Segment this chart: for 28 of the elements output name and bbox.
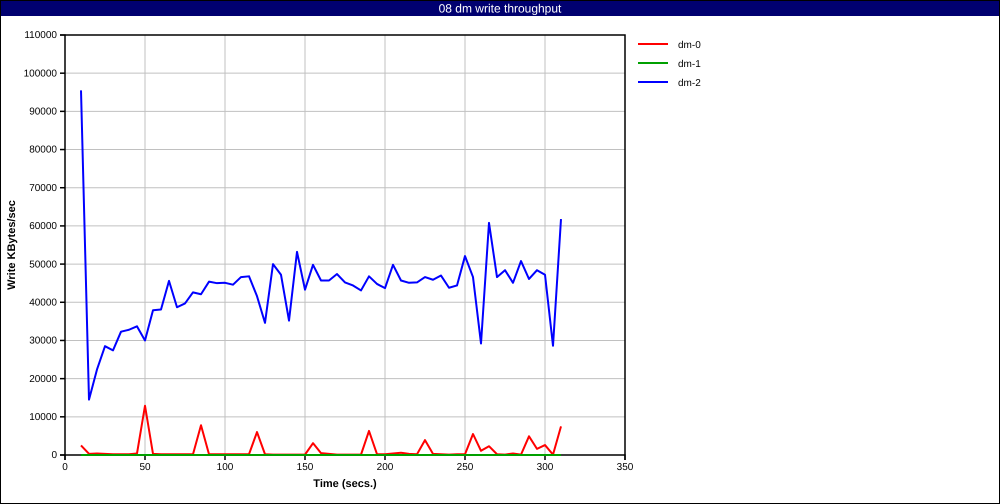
x-tick-label: 350 (616, 462, 634, 474)
y-tick-label: 80000 (29, 144, 58, 156)
x-tick-label: 200 (376, 462, 394, 474)
legend-label: dm-2 (678, 78, 702, 89)
x-tick-label: 250 (456, 462, 474, 474)
x-tick-label: 150 (296, 462, 314, 474)
y-tick-label: 30000 (29, 336, 58, 347)
x-tick-label: 100 (216, 462, 234, 474)
x-tick-label: 50 (139, 462, 151, 474)
y-tick-label: 60000 (29, 221, 58, 232)
y-tick-label: 90000 (29, 106, 58, 118)
line-series (80, 404, 562, 456)
x-tick-label: 0 (62, 462, 68, 474)
legend-label: dm-0 (678, 40, 702, 51)
chart-title: 08 dm write throughput (438, 2, 562, 16)
line-series (80, 89, 562, 401)
y-axis-title: Write KBytes/sec (6, 200, 18, 290)
y-tick-label: 110000 (24, 30, 58, 42)
y-tick-label: 10000 (29, 412, 58, 424)
x-axis-title: Time (secs.) (313, 478, 378, 490)
y-tick-label: 100000 (24, 68, 58, 80)
y-tick-label: 50000 (29, 259, 58, 270)
y-tick-label: 20000 (29, 374, 58, 385)
y-tick-label: 0 (51, 450, 58, 462)
y-tick-label: 40000 (29, 297, 58, 308)
x-tick-label: 300 (536, 462, 554, 474)
y-tick-label: 70000 (29, 182, 58, 194)
legend-label: dm-1 (678, 59, 702, 70)
